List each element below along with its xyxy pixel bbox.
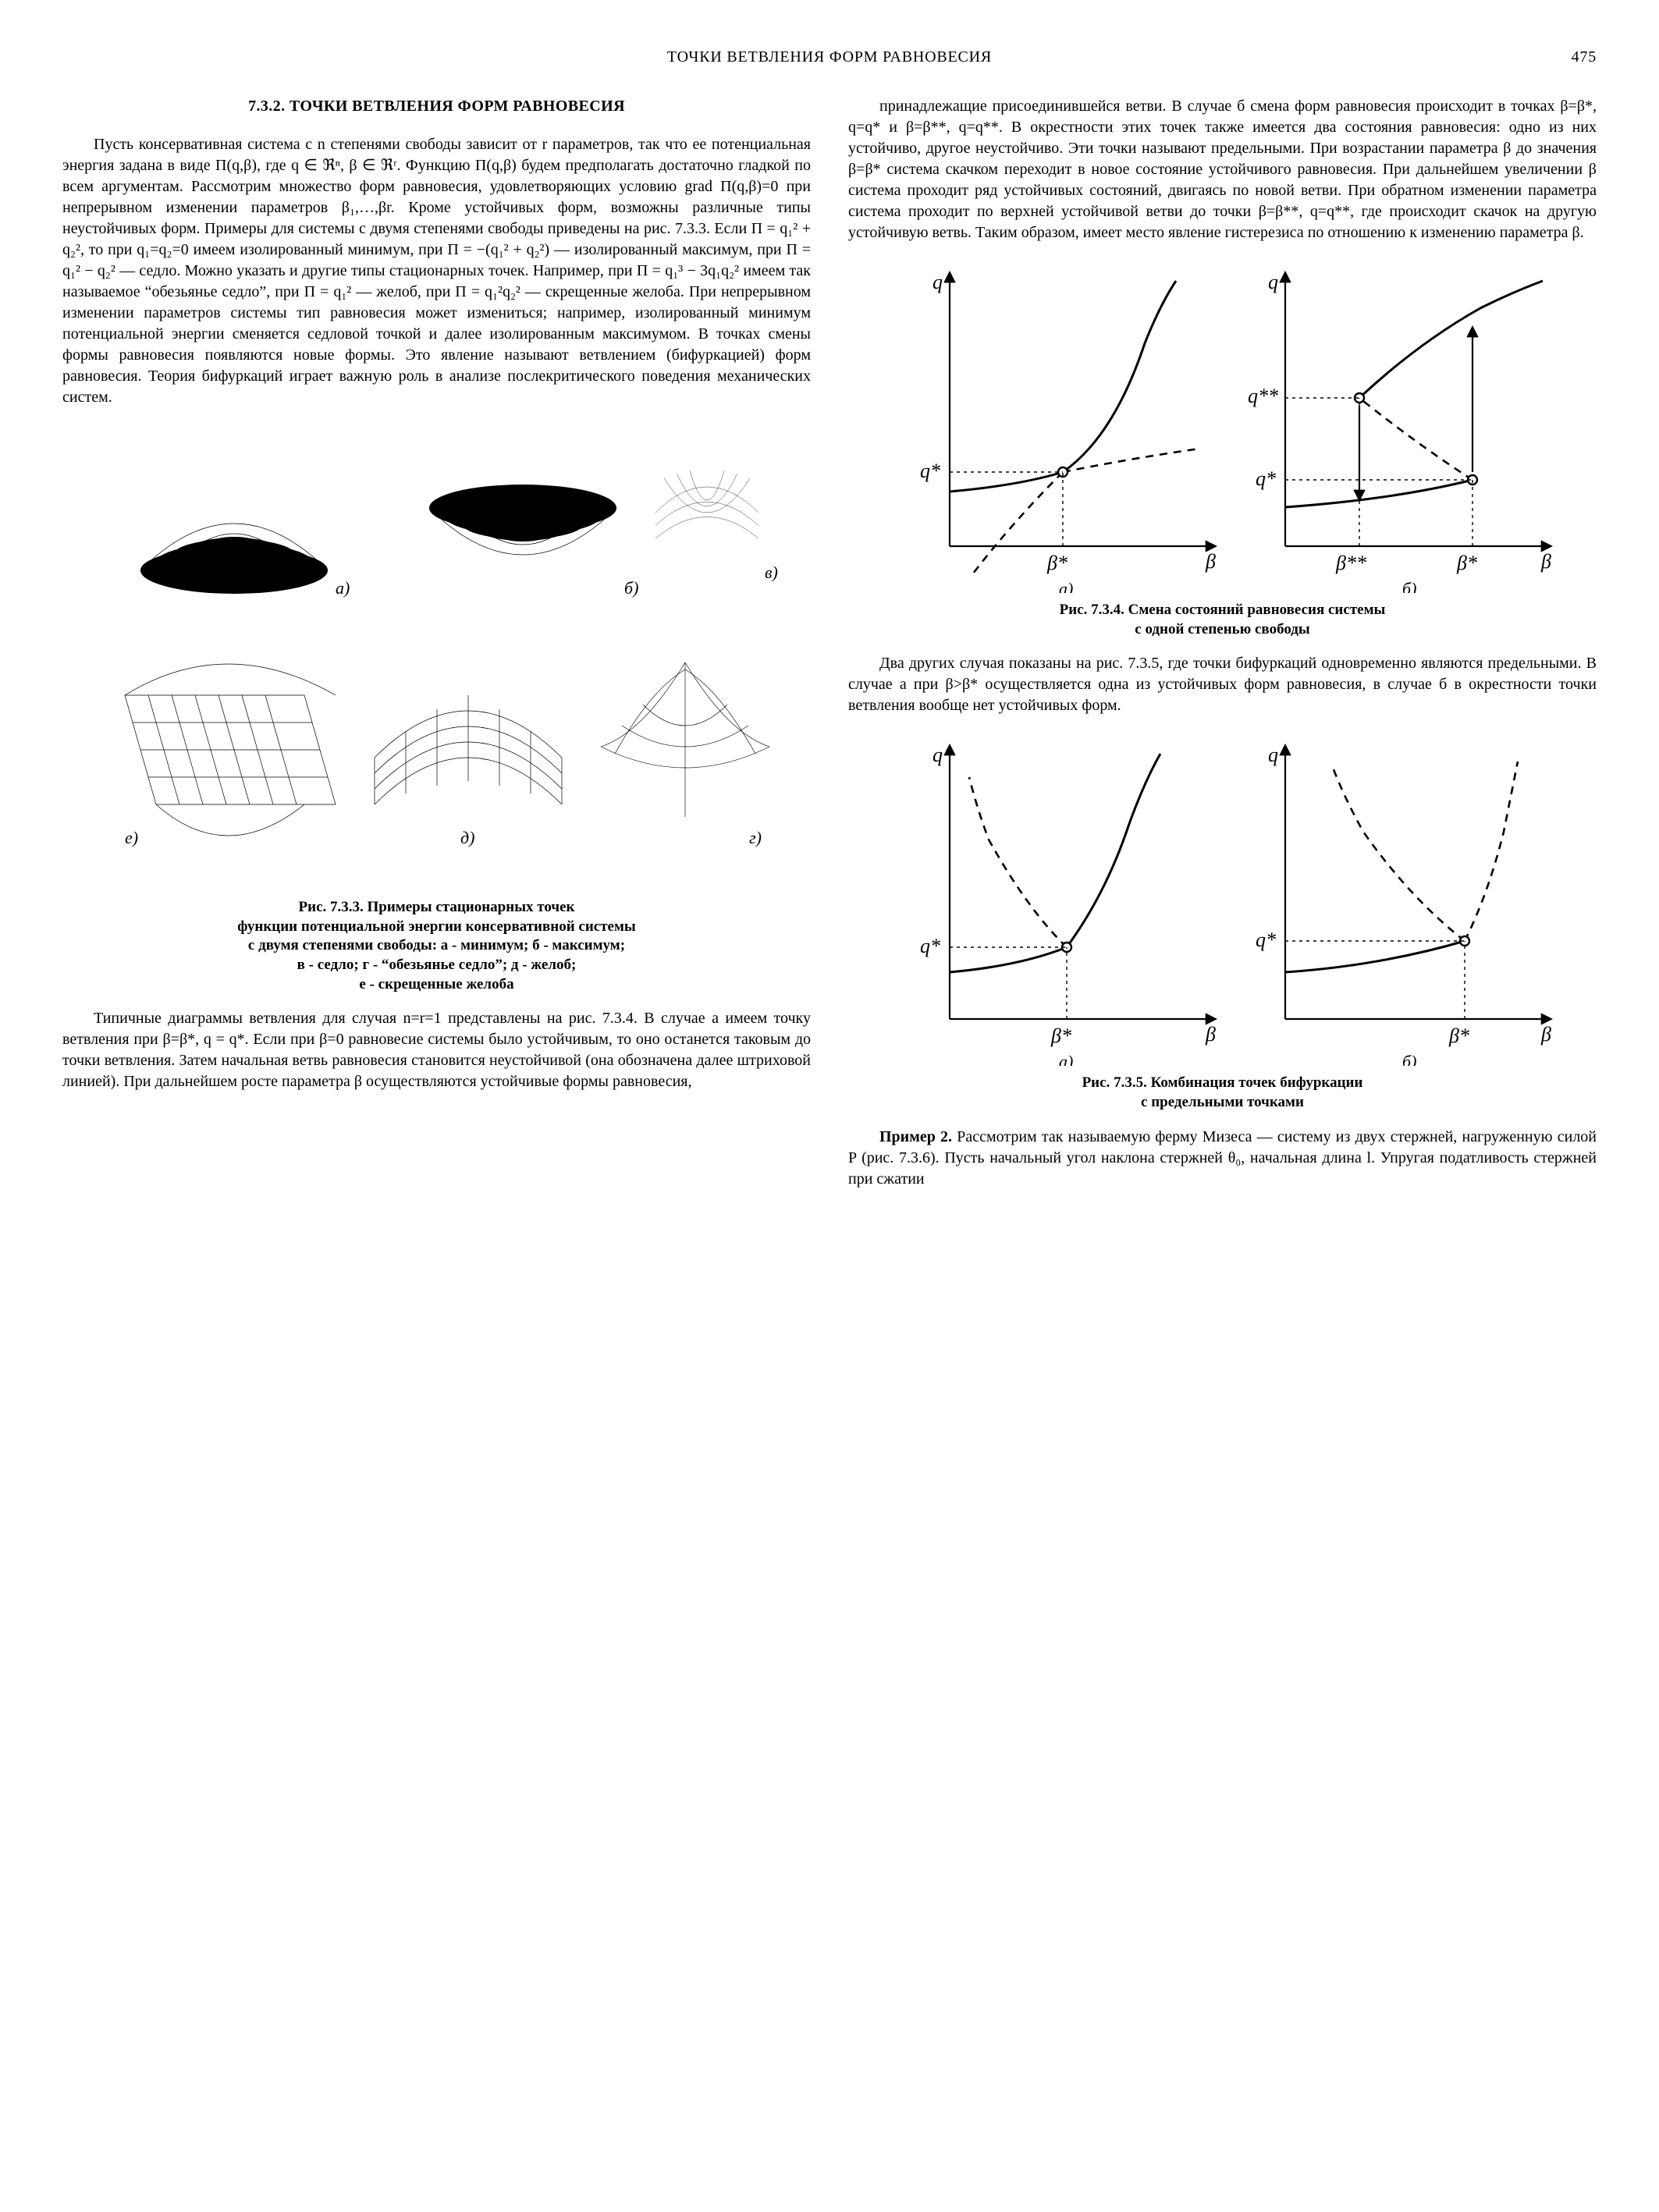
fig734a-b-axis: β [1205, 550, 1216, 573]
fig735b-bstar: β* [1448, 1024, 1469, 1047]
fig734b-qdstar: q** [1248, 385, 1278, 407]
example-2-text: Рассмотрим так называемую ферму Мизеса —… [848, 1128, 1597, 1188]
fig733-label-b: б) [624, 578, 638, 598]
right-column: принадлежащие присоединившейся ветви. В … [848, 96, 1597, 1190]
figure-7-3-3: а) б) [62, 422, 811, 890]
fig734a-bstar: β* [1046, 552, 1068, 574]
figure-7-3-4: q β q* β* а) [848, 257, 1597, 593]
left-para-2: Типичные диаграммы ветвления для случая … [62, 1008, 811, 1092]
fig734-label-b: б) [1402, 579, 1416, 593]
fig733-cap-l1: Рис. 7.3.3. Примеры стационарных точек [299, 899, 575, 915]
running-header: ТОЧКИ ВЕТВЛЕНИЯ ФОРМ РАВНОВЕСИЯ 475 [62, 47, 1597, 68]
section-heading: 7.3.2. ТОЧКИ ВЕТВЛЕНИЯ ФОРМ РАВНОВЕСИЯ [62, 96, 811, 117]
fig733-cap-l4: в - седло; г - “обезьянье седло”; д - же… [297, 957, 577, 973]
running-title: ТОЧКИ ВЕТВЛЕНИЯ ФОРМ РАВНОВЕСИЯ [109, 47, 1550, 68]
fig733-label-a: а) [336, 578, 350, 598]
fig733-cap-l5: е - скрещенные желоба [359, 976, 513, 992]
fig735-cap-l2: с предельными точками [1141, 1094, 1304, 1110]
fig735b-q-axis: q [1268, 744, 1278, 766]
fig734-label-a: а) [1059, 579, 1073, 593]
fig733-cap-l2: функции потенциальной энергии консервати… [237, 918, 636, 935]
fig733-label-e: е) [125, 828, 138, 847]
fig733-label-v: в) [765, 563, 778, 582]
fig734b-bdstar: β** [1335, 552, 1366, 574]
fig734a-q-axis: q [933, 271, 943, 293]
fig735a-q-axis: q [933, 744, 943, 766]
right-para-1: принадлежащие присоединившейся ветви. В … [848, 96, 1597, 243]
left-para-1: Пусть консервативная система с n степеня… [62, 134, 811, 408]
fig734b-bstar: β* [1456, 552, 1477, 574]
fig735-label-b: б) [1402, 1052, 1416, 1066]
left-column: 7.3.2. ТОЧКИ ВЕТВЛЕНИЯ ФОРМ РАВНОВЕСИЯ П… [62, 96, 811, 1190]
fig734-cap-l2: с одной степенью свободы [1135, 621, 1309, 637]
fig735a-bstar: β* [1050, 1024, 1071, 1047]
figure-7-3-3-caption: Рис. 7.3.3. Примеры стационарных точек ф… [62, 898, 811, 994]
fig735-cap-l1: Рис. 7.3.5. Комбинация точек бифуркации [1082, 1074, 1363, 1091]
figure-7-3-5-caption: Рис. 7.3.5. Комбинация точек бифуркации … [848, 1074, 1597, 1112]
fig733-label-d: д) [460, 828, 474, 847]
fig734a-qstar: q* [920, 460, 940, 482]
fig735b-b-axis: β [1540, 1023, 1551, 1046]
two-column-layout: 7.3.2. ТОЧКИ ВЕТВЛЕНИЯ ФОРМ РАВНОВЕСИЯ П… [62, 96, 1597, 1190]
figure-7-3-5: q β q* β* а) q β [848, 730, 1597, 1066]
fig735-label-a: а) [1059, 1052, 1073, 1066]
fig735a-b-axis: β [1205, 1023, 1216, 1046]
fig734b-qstar: q* [1256, 467, 1276, 490]
right-para-2: Два других случая показаны на рис. 7.3.5… [848, 653, 1597, 716]
fig734-cap-l1: Рис. 7.3.4. Смена состояний равновесия с… [1060, 602, 1386, 618]
figure-7-3-4-caption: Рис. 7.3.4. Смена состояний равновесия с… [848, 601, 1597, 639]
fig735a-qstar: q* [920, 935, 940, 957]
example-2-label: Пример 2. [879, 1128, 952, 1145]
fig734b-b-axis: β [1540, 550, 1551, 573]
right-para-3: Пример 2. Рассмотрим так называемую ферм… [848, 1127, 1597, 1190]
fig733-label-g: г) [749, 828, 762, 847]
fig733-cap-l3: с двумя степенями свободы: а - минимум; … [248, 937, 625, 953]
page-number: 475 [1550, 47, 1597, 68]
fig734b-q-axis: q [1268, 271, 1278, 293]
fig735b-qstar: q* [1256, 928, 1276, 951]
